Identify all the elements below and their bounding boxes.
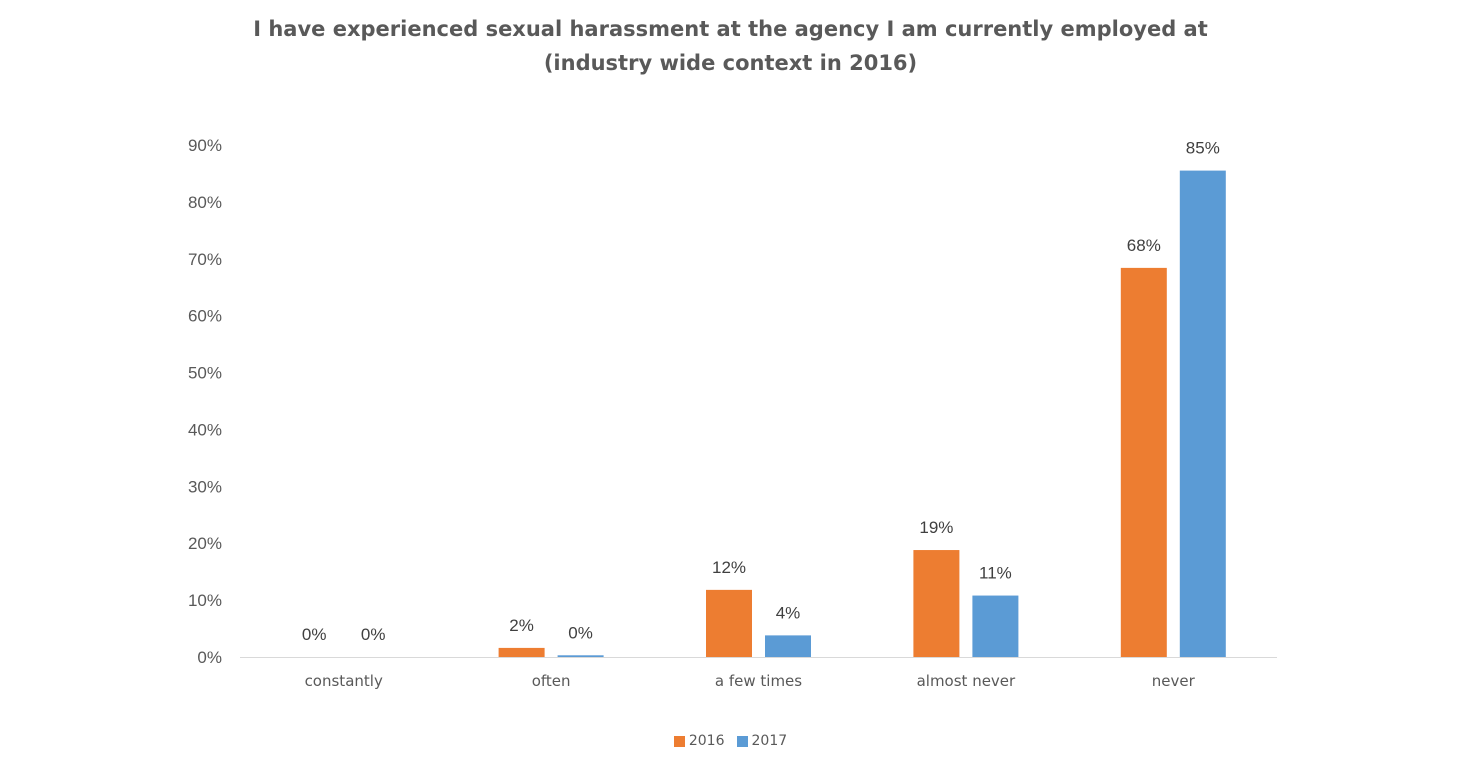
x-category-label: a few times bbox=[715, 672, 802, 690]
data-label: 0% bbox=[302, 625, 327, 644]
legend-item-2016: 2016 bbox=[673, 733, 725, 749]
x-category-label: almost never bbox=[917, 672, 1016, 690]
x-category-label: often bbox=[532, 672, 571, 690]
y-tick-label: 40% bbox=[188, 420, 222, 439]
bar-2017-3 bbox=[972, 595, 1019, 657]
x-category-label: constantly bbox=[305, 672, 383, 690]
y-tick-label: 10% bbox=[188, 591, 222, 610]
chart-title: I have experienced sexual harassment at … bbox=[0, 12, 1461, 80]
y-tick-label: 70% bbox=[188, 250, 222, 269]
data-label: 85% bbox=[1186, 139, 1220, 158]
chart-title-line2: (industry wide context in 2016) bbox=[543, 51, 918, 75]
y-tick-label: 50% bbox=[188, 364, 222, 383]
data-label: 12% bbox=[712, 558, 746, 577]
data-label: 11% bbox=[979, 564, 1012, 583]
legend-item-2017: 2017 bbox=[736, 733, 788, 749]
y-tick-label: 0% bbox=[197, 648, 222, 667]
bar-2017-4 bbox=[1179, 170, 1226, 657]
y-tick-label: 60% bbox=[188, 307, 222, 326]
data-label: 68% bbox=[1127, 236, 1161, 255]
bar-2017-1 bbox=[557, 655, 604, 657]
x-category-label: never bbox=[1152, 672, 1196, 690]
bar-2016-1 bbox=[498, 647, 545, 657]
data-label: 4% bbox=[776, 603, 801, 622]
legend: 2016 2017 bbox=[0, 733, 1461, 749]
bar-2016-3 bbox=[913, 550, 960, 657]
data-label: 2% bbox=[509, 616, 534, 635]
data-label: 0% bbox=[568, 623, 593, 642]
bar-2017-2 bbox=[765, 635, 811, 657]
data-label: 19% bbox=[919, 518, 953, 537]
legend-label-2017: 2017 bbox=[751, 733, 788, 749]
y-tick-label: 20% bbox=[188, 534, 222, 553]
chart-title-line1: I have experienced sexual harassment at … bbox=[253, 17, 1208, 41]
bar-2016-4 bbox=[1120, 267, 1167, 657]
legend-label-2016: 2016 bbox=[688, 733, 725, 749]
bar-2016-2 bbox=[706, 589, 752, 657]
legend-swatch-2017 bbox=[736, 735, 748, 747]
y-tick-label: 90% bbox=[188, 136, 222, 155]
data-label: 0% bbox=[361, 625, 386, 644]
legend-swatch-2016 bbox=[673, 735, 685, 747]
y-tick-label: 30% bbox=[188, 477, 222, 496]
y-tick-label: 80% bbox=[188, 193, 222, 212]
